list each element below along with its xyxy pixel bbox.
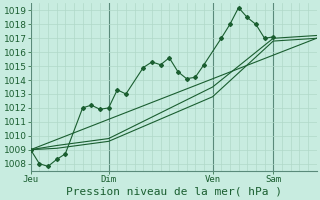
- X-axis label: Pression niveau de la mer( hPa ): Pression niveau de la mer( hPa ): [66, 187, 282, 197]
